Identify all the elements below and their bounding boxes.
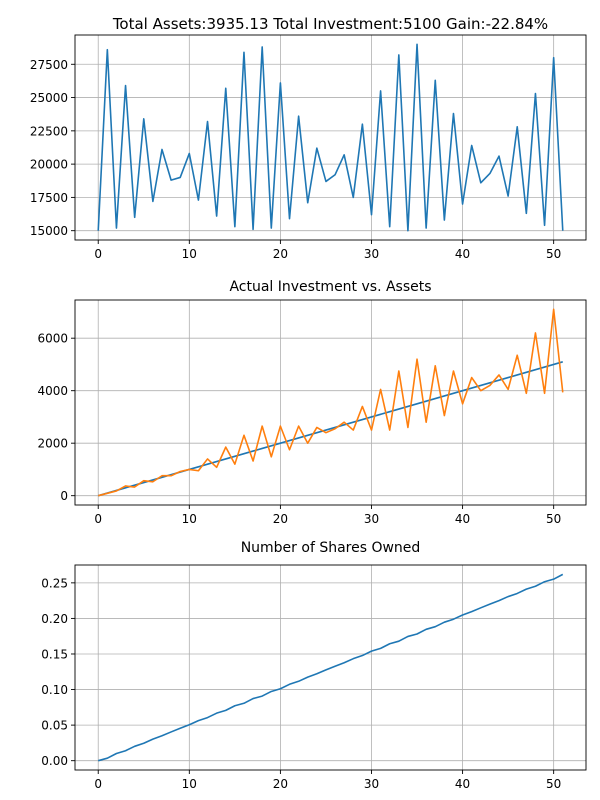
y-tick-label: 0.10: [41, 683, 68, 697]
bottom-chart-shares-owned: Number of Shares Owned 0 10 20 30 40 50 0.00 0.0…: [41, 540, 587, 791]
y-tick-label: 17500: [30, 191, 68, 205]
y-tick-label: 6000: [37, 332, 68, 346]
x-tick-label: 10: [182, 512, 197, 526]
y-tick-label: 0: [60, 489, 68, 503]
y-tick-label: 25000: [30, 91, 68, 105]
x-tick-label: 40: [455, 777, 470, 791]
y-tick-label: 0.20: [41, 612, 68, 626]
y-tick-label: 15000: [30, 224, 68, 238]
x-tick-label: 50: [546, 777, 561, 791]
x-tick-label: 20: [273, 512, 288, 526]
y-tick-label: 4000: [37, 384, 68, 398]
grid-lines: [75, 300, 586, 505]
y-tick-label: 27500: [30, 58, 68, 72]
x-tick-label: 30: [364, 777, 379, 791]
x-tick-label: 50: [546, 247, 561, 261]
series-line-0: [98, 573, 564, 762]
plot-frame: [74, 564, 587, 771]
x-tick-label: 20: [273, 777, 288, 791]
x-tick-label: 50: [546, 512, 561, 526]
x-tick-label: 0: [94, 777, 102, 791]
y-tick-label: 0.25: [41, 576, 68, 590]
x-tick-label: 10: [182, 247, 197, 261]
y-tick-label: 22500: [30, 124, 68, 138]
x-tick-label: 10: [182, 777, 197, 791]
middle-chart-investment-vs-assets: Actual Investment vs. Assets 0 10 20 30 40 50 0…: [37, 279, 587, 526]
plot-frame: [74, 34, 587, 241]
chart-title: Actual Investment vs. Assets: [229, 279, 431, 295]
top-chart-total-assets: Total Assets:3935.13 Total Investment:51…: [30, 15, 587, 261]
x-tick-label: 0: [94, 247, 102, 261]
chart-title: Number of Shares Owned: [241, 540, 421, 556]
plot-frame: [74, 299, 587, 506]
x-tick-label: 30: [364, 247, 379, 261]
x-tick-label: 40: [455, 512, 470, 526]
chart-title: Total Assets:3935.13 Total Investment:51…: [112, 15, 548, 33]
grid-lines: [75, 565, 586, 770]
x-tick-label: 40: [455, 247, 470, 261]
x-tick-label: 30: [364, 512, 379, 526]
series-line-0: [97, 43, 564, 232]
x-tick-label: 0: [94, 512, 102, 526]
y-tick-label: 0.05: [41, 719, 68, 733]
y-tick-label: 0.15: [41, 647, 68, 661]
y-tick-label: 0.00: [41, 754, 68, 768]
x-tick-label: 20: [273, 247, 288, 261]
y-tick-label: 2000: [37, 437, 68, 451]
series-line-1: [98, 308, 564, 497]
y-tick-label: 20000: [30, 158, 68, 172]
